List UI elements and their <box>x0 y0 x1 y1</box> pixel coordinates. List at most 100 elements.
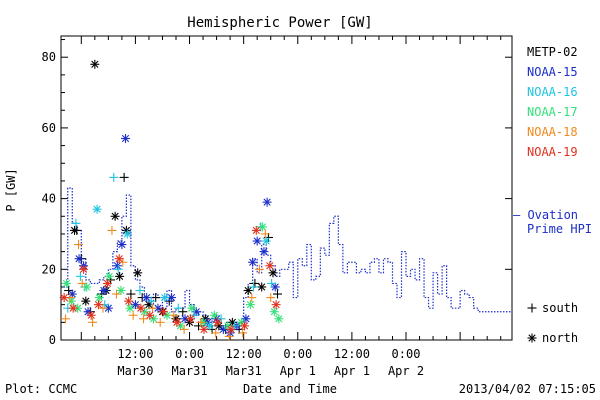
north-marker <box>248 257 258 267</box>
north-marker <box>90 59 100 69</box>
plot-credit: Plot: CCMC <box>5 382 77 396</box>
legend-noaa-15: NOAA-15 <box>527 65 578 79</box>
south-marker <box>169 310 179 320</box>
north-marker <box>115 271 125 281</box>
plot-frame <box>60 35 513 341</box>
south-marker <box>71 218 81 228</box>
legend-metp-02: METP-02 <box>527 45 578 59</box>
x-axis-label: Date and Time <box>243 382 337 396</box>
legend-marker-south <box>527 303 537 313</box>
north-marker <box>99 286 109 296</box>
north-marker <box>94 293 104 303</box>
north-marker <box>187 303 197 313</box>
north-marker <box>268 268 278 278</box>
south-marker <box>266 293 276 303</box>
north-marker <box>79 264 89 274</box>
legend-ovation-line1: — Ovation <box>513 208 578 222</box>
north-marker <box>124 296 134 306</box>
north-marker <box>274 314 284 324</box>
south-marker <box>247 293 257 303</box>
plot-timestamp: 2013/04/02 07:15:05 <box>459 382 596 396</box>
north-marker <box>104 271 114 281</box>
north-marker <box>68 303 78 313</box>
north-marker <box>199 324 209 334</box>
north-marker <box>245 300 255 310</box>
south-marker <box>119 172 129 182</box>
north-marker <box>117 240 127 250</box>
north-marker <box>185 314 195 324</box>
x-tick-time: 0:00 <box>175 347 204 361</box>
series-metp-02 <box>64 59 282 334</box>
north-marker <box>133 268 143 278</box>
north-marker <box>158 307 168 317</box>
north-marker <box>241 314 251 324</box>
series-noaa-17 <box>61 222 284 331</box>
ovation-line <box>63 187 512 327</box>
x-tick-time: 0:00 <box>392 347 421 361</box>
legend-marker-label-north: north <box>542 331 578 345</box>
south-marker <box>196 317 206 327</box>
south-marker <box>126 289 136 299</box>
south-marker <box>272 289 282 299</box>
south-marker <box>173 303 183 313</box>
y-tick-label: 60 <box>42 121 56 135</box>
north-marker <box>252 236 262 246</box>
chart-title: Hemispheric Power [GW] <box>187 15 372 31</box>
north-marker <box>218 324 228 334</box>
x-tick-time: 12:00 <box>226 347 262 361</box>
x-tick-date: Apr 2 <box>388 364 424 378</box>
south-marker <box>75 271 85 281</box>
north-marker <box>261 236 271 246</box>
north-marker <box>160 293 170 303</box>
south-marker <box>238 328 248 338</box>
ovation-series <box>63 187 512 327</box>
north-marker <box>142 293 152 303</box>
north-marker <box>114 254 124 264</box>
legend-noaa-16: NOAA-16 <box>527 85 578 99</box>
south-marker <box>224 331 234 341</box>
north-marker <box>259 247 269 257</box>
south-marker <box>135 286 145 296</box>
axes: 0 20 40 60 80 12:00 Mar30 0:00 Mar31 12:00 Mar31 0:… <box>42 35 513 378</box>
series-noaa-16 <box>63 172 277 331</box>
north-marker <box>120 134 130 144</box>
north-marker <box>112 261 122 271</box>
north-marker <box>153 303 163 313</box>
south-marker <box>111 289 121 299</box>
south-marker <box>61 314 71 324</box>
legend-noaa-18: NOAA-18 <box>527 125 578 139</box>
south-marker <box>139 314 149 324</box>
south-marker <box>146 296 156 306</box>
north-marker <box>226 324 236 334</box>
north-marker <box>258 222 268 232</box>
south-marker <box>155 317 165 327</box>
series-noaa-18 <box>61 225 276 341</box>
legend-noaa-17: NOAA-17 <box>527 105 578 119</box>
south-marker <box>179 324 189 334</box>
north-marker <box>92 204 102 214</box>
north-marker <box>86 310 96 320</box>
north-marker <box>269 307 279 317</box>
north-marker <box>251 225 261 235</box>
north-marker <box>209 310 219 320</box>
north-marker <box>93 300 103 310</box>
north-marker <box>136 303 146 313</box>
south-marker <box>211 328 221 338</box>
south-marker <box>128 310 138 320</box>
x-tick-date: Apr 1 <box>334 364 370 378</box>
north-marker <box>212 317 222 327</box>
x-tick-date: Mar31 <box>171 364 207 378</box>
series-noaa-19 <box>59 225 281 334</box>
north-marker <box>59 293 69 303</box>
south-marker <box>113 264 123 274</box>
legend: METP-02 NOAA-15 NOAA-16 NOAA-17 NOAA-18 NOAA-… <box>513 45 592 345</box>
legend-marker-north <box>527 333 537 343</box>
north-marker <box>61 278 71 288</box>
south-marker <box>178 307 188 317</box>
south-marker <box>249 282 259 292</box>
x-tick-time: 12:00 <box>334 347 370 361</box>
y-axis-label: P [GW] <box>4 168 18 211</box>
north-marker <box>262 197 272 207</box>
y-tick-label: 80 <box>42 50 56 64</box>
